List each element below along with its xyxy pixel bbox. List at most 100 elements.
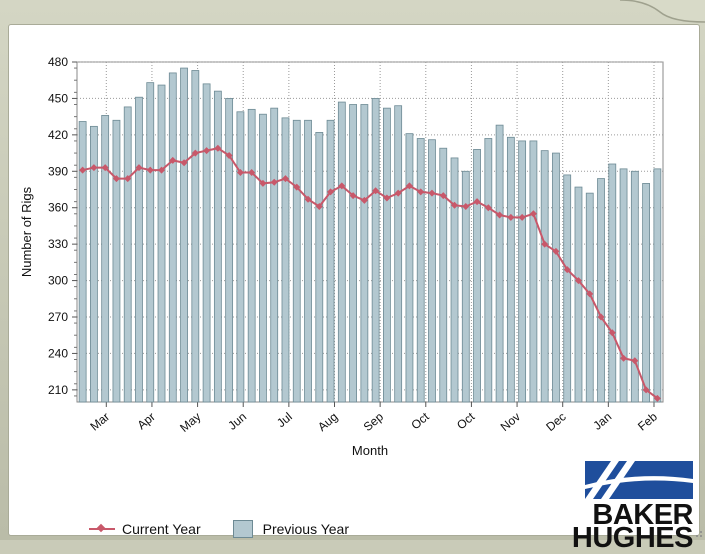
bar-previous-year (180, 67, 188, 403)
legend-label-current-year: Current Year (122, 521, 201, 537)
legend-label-previous-year: Previous Year (262, 521, 350, 537)
logo-text-hughes: HUGHES (571, 522, 694, 554)
point-current-year (451, 201, 459, 209)
x-tick-label: Apr (135, 410, 158, 433)
point-current-year (372, 187, 380, 195)
bar-previous-year (653, 168, 662, 403)
line-current-year (82, 147, 658, 400)
point-current-year (146, 166, 154, 174)
point-current-year (338, 182, 346, 190)
title-bar (0, 0, 705, 24)
legend-item-current-year[interactable]: Current Year (89, 521, 201, 537)
bar-previous-year (259, 113, 267, 403)
bar-previous-year (281, 117, 290, 403)
bar-previous-year (518, 140, 527, 403)
logo-swoosh (585, 476, 693, 489)
point-current-year (563, 266, 571, 274)
x-tick-label: Mar (87, 410, 112, 434)
y-tick-label: 240 (48, 346, 68, 360)
point-current-year (428, 189, 436, 197)
point-current-year (529, 210, 537, 218)
bar-previous-year (416, 138, 425, 403)
point-current-year (248, 169, 256, 176)
bar-previous-year (394, 105, 403, 403)
point-current-year (124, 175, 132, 183)
y-tick-label: 210 (48, 383, 68, 397)
bar-previous-year (326, 119, 335, 403)
bar-previous-year (202, 83, 211, 403)
bar-previous-year (349, 104, 357, 403)
bar-previous-year (405, 133, 414, 403)
point-current-year (642, 386, 650, 394)
point-current-year (518, 213, 526, 221)
legend-bar-swatch (232, 520, 253, 538)
point-current-year (405, 182, 413, 190)
point-current-year (191, 149, 199, 157)
bar-previous-year (191, 70, 200, 403)
point-current-year (462, 203, 470, 210)
point-current-year (608, 329, 616, 337)
point-current-year (552, 247, 560, 255)
logo-stripe-1 (585, 461, 619, 499)
bar-previous-year (619, 168, 628, 403)
bar-previous-year (450, 157, 459, 403)
y-tick-label: 390 (48, 164, 68, 178)
resize-grip-icon[interactable] (693, 528, 703, 538)
point-current-year (79, 166, 87, 174)
point-current-year (293, 183, 301, 191)
point-current-year (112, 175, 120, 183)
bar-previous-year (608, 163, 617, 403)
bar-previous-year (90, 125, 98, 403)
bar-previous-year (360, 104, 369, 403)
point-current-year (90, 164, 98, 172)
point-current-year (135, 164, 143, 172)
point-current-year (169, 156, 177, 164)
legend-line-marker (89, 524, 115, 534)
bar-previous-year (506, 136, 515, 403)
bar-previous-year (270, 107, 279, 403)
point-current-year (597, 313, 605, 321)
bar-previous-year (461, 170, 470, 403)
point-current-year (101, 164, 109, 172)
point-current-year (496, 211, 504, 219)
point-current-year (327, 188, 335, 196)
legend-item-previous-year[interactable]: Previous Year (232, 520, 350, 538)
bar-previous-year (168, 72, 177, 403)
y-tick-label: 420 (48, 128, 68, 142)
title-bar-tab (0, 0, 705, 22)
point-current-year (653, 394, 661, 402)
bar-previous-year (371, 98, 380, 403)
bar-previous-year (247, 108, 256, 403)
point-current-year (631, 357, 639, 365)
x-tick-label: Jun (225, 410, 249, 433)
title-bar-curve (619, 0, 705, 23)
bar-previous-year (428, 139, 436, 403)
x-tick-label: Oct (454, 409, 478, 432)
bar-previous-year (529, 140, 538, 403)
y-axis-title: Number of Rigs (19, 186, 34, 277)
y-tick-label: 360 (48, 201, 68, 215)
point-current-year (541, 240, 549, 248)
point-current-year (417, 188, 425, 196)
bar-previous-year (292, 119, 301, 403)
bar-previous-year (552, 152, 560, 403)
bar-previous-year (213, 90, 222, 403)
bar-previous-year (337, 101, 346, 403)
point-current-year (620, 354, 628, 362)
bar-previous-year (157, 84, 166, 403)
point-current-year (158, 166, 166, 174)
logo-text-baker: BAKER (592, 499, 693, 531)
app-window: 210 240 270 300 330 360 390 420 450 480 Mar Apr May J… (0, 0, 705, 540)
bar-previous-year (315, 132, 324, 403)
bar-previous-year (630, 170, 639, 403)
bar-previous-year (484, 138, 493, 403)
point-current-year (259, 179, 267, 187)
bar-previous-year (439, 147, 448, 403)
y-tick-label: 330 (48, 237, 68, 251)
y-tick-label: 270 (48, 310, 68, 324)
y-tick-label: 300 (48, 274, 68, 288)
bar-previous-year (383, 107, 391, 403)
bar-previous-year (123, 106, 132, 403)
x-tick-label: Aug (315, 410, 340, 434)
point-current-year (203, 147, 211, 155)
